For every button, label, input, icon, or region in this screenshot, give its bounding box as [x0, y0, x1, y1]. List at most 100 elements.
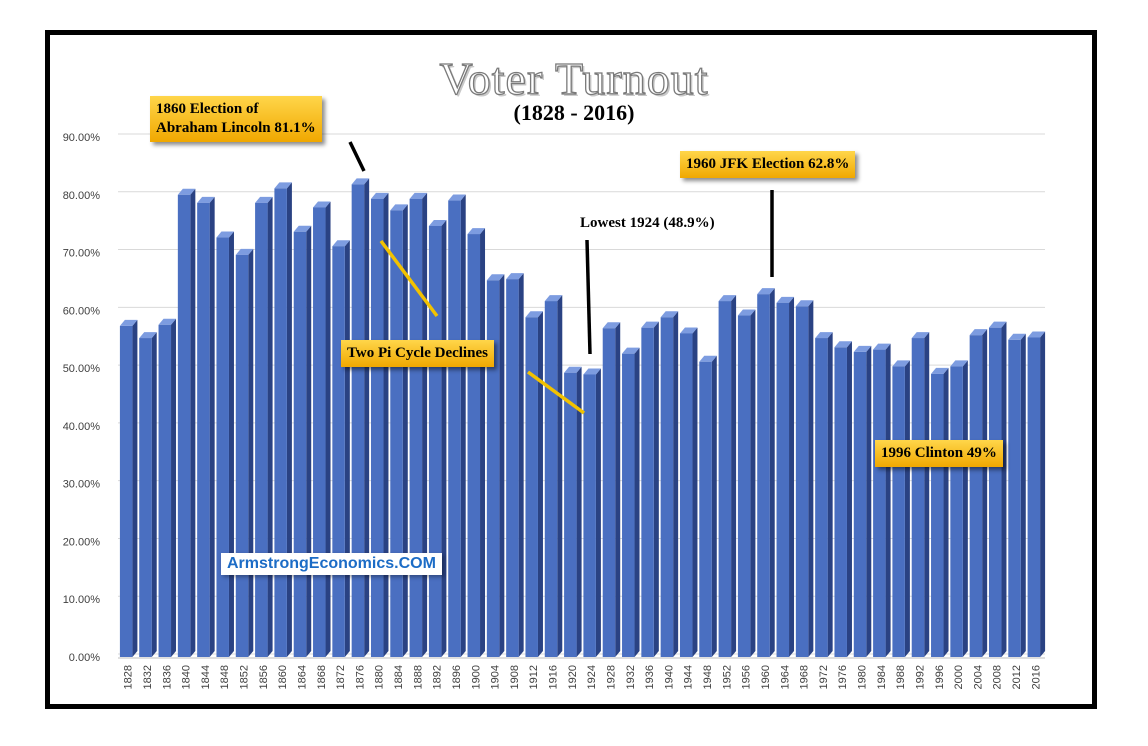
bar-top: [718, 295, 737, 302]
bar-top: [119, 319, 138, 326]
bar-top: [177, 188, 196, 195]
x-tick-label: 1892: [432, 665, 444, 689]
bar: [525, 317, 538, 657]
bar: [564, 372, 577, 657]
bar-top: [255, 196, 273, 203]
bar: [583, 374, 596, 657]
bar-side: [827, 332, 833, 657]
bar: [467, 234, 481, 658]
bar-top: [795, 300, 814, 307]
bar-top: [332, 240, 350, 247]
x-tick-label: 1876: [354, 665, 366, 689]
bar-side: [209, 196, 215, 657]
x-tick-label: 1936: [644, 665, 656, 689]
bar-side: [692, 327, 698, 657]
bar-side: [286, 182, 292, 657]
bar-side: [151, 332, 157, 657]
bar-side: [789, 296, 795, 657]
decline-line-2: [526, 370, 586, 415]
bar-top: [467, 228, 486, 235]
lowest-pointer-line: [585, 239, 592, 355]
x-tick-label: 2004: [972, 665, 984, 689]
bar-side: [248, 248, 254, 657]
bar-side: [769, 288, 775, 657]
bar: [776, 302, 790, 657]
y-tick-label: 30.00%: [63, 479, 101, 491]
bar: [255, 202, 268, 657]
bar-side: [885, 343, 891, 657]
bar: [622, 353, 635, 657]
bar: [679, 333, 693, 657]
bar-top: [409, 192, 428, 199]
bar: [390, 210, 403, 657]
two-pi-callout: Two Pi Cycle Declines: [341, 340, 494, 367]
bar-top: [216, 231, 234, 238]
bar-top: [660, 311, 679, 318]
x-tick-label: 1944: [683, 665, 695, 689]
bar-top: [815, 332, 833, 339]
bar-side: [866, 345, 872, 657]
bar-top: [486, 274, 505, 281]
bar: [892, 366, 905, 657]
x-tick-label: 1872: [335, 665, 347, 689]
bar-top: [158, 318, 177, 325]
bar-side: [615, 322, 621, 657]
bar-side: [480, 228, 486, 658]
x-tick-label: 1976: [837, 665, 849, 689]
bar: [197, 202, 210, 657]
bar: [660, 317, 674, 657]
y-tick-label: 80.00%: [63, 190, 101, 202]
bar-top: [274, 182, 292, 189]
y-tick-label: 70.00%: [63, 248, 101, 260]
bar-side: [750, 309, 756, 657]
y-tick-label: 90.00%: [63, 132, 101, 144]
bar-top: [873, 343, 891, 350]
bar-top: [390, 204, 408, 211]
x-tick-label: 1900: [470, 665, 482, 689]
bar-side: [808, 300, 814, 657]
bar: [370, 198, 384, 658]
x-tick-label: 1828: [123, 665, 135, 689]
x-tick-label: 1940: [663, 665, 675, 689]
x-tick-label: 1864: [296, 665, 308, 689]
bar-top: [428, 219, 447, 226]
bar-top: [525, 311, 543, 318]
bar: [988, 327, 1002, 657]
bar: [486, 280, 500, 657]
bar-top: [293, 225, 312, 232]
bar-top: [564, 366, 582, 373]
y-tick-label: 50.00%: [63, 363, 101, 375]
bar-side: [673, 311, 679, 657]
bar-side: [1020, 333, 1026, 657]
bar-side: [711, 355, 717, 657]
chart-title: Voter Turnout: [439, 52, 709, 104]
x-tick-label: 1920: [567, 665, 579, 689]
x-tick-label: 1856: [258, 665, 270, 689]
bar-side: [228, 231, 234, 658]
bar: [158, 324, 172, 657]
bar-top: [544, 295, 563, 302]
x-tick-label: 1960: [760, 665, 772, 689]
bar-side: [383, 192, 389, 658]
jfk-callout: 1960 JFK Election 62.8%: [680, 151, 856, 178]
x-tick-label: 1980: [857, 665, 869, 689]
bar-top: [351, 178, 370, 185]
bar-top: [776, 296, 795, 303]
bar-top: [699, 355, 717, 362]
bar-side: [904, 360, 910, 657]
lincoln-callout-line1: 1860 Election of: [156, 101, 259, 117]
bar-side: [460, 194, 466, 658]
bar-top: [197, 196, 215, 203]
y-tick-label: 20.00%: [63, 536, 101, 548]
bar-top: [853, 345, 872, 352]
x-tick-label: 1880: [374, 665, 386, 689]
x-tick-label: 1832: [142, 665, 154, 689]
clinton-callout: 1996 Clinton 49%: [875, 440, 1003, 467]
bar-side: [190, 188, 196, 657]
y-tick-label: 0.00%: [69, 652, 100, 664]
bar: [757, 294, 770, 657]
bar-side: [267, 196, 273, 657]
bar-top: [583, 368, 601, 375]
lincoln-callout: 1860 Election of Abraham Lincoln 81.1%: [150, 96, 322, 142]
bar-side: [325, 201, 331, 657]
